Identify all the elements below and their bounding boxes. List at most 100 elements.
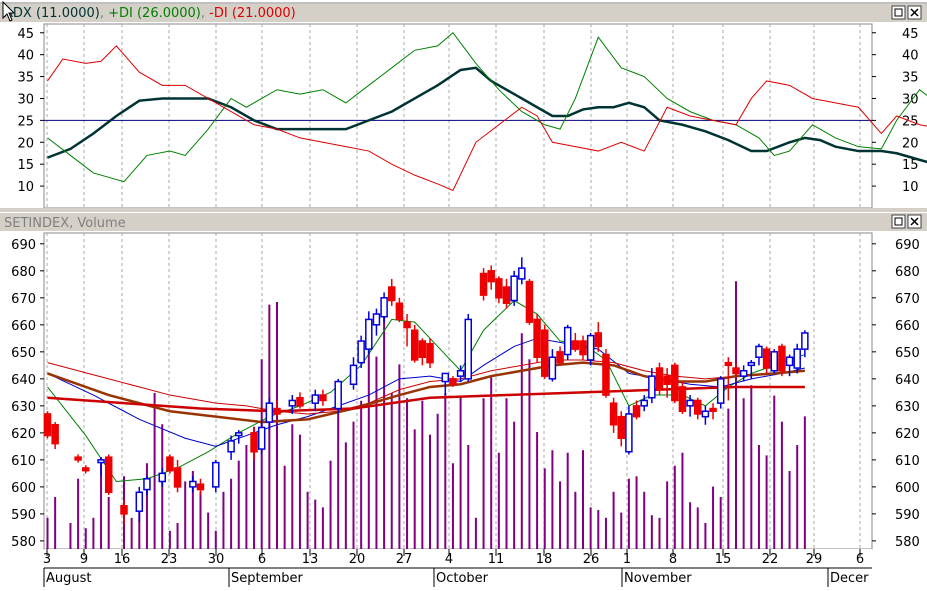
adx-ytick-label: 10 bbox=[17, 180, 34, 195]
candle-body bbox=[626, 414, 632, 452]
candle-body bbox=[297, 398, 303, 406]
price-ytick-label: 640 bbox=[11, 373, 36, 388]
price-ytick-label: 680 bbox=[11, 265, 36, 280]
adx-restore-button[interactable] bbox=[892, 6, 905, 19]
candle-body bbox=[519, 268, 525, 279]
month-label: August bbox=[46, 571, 92, 586]
price-ytick-label: 630 bbox=[11, 400, 36, 415]
candle-down bbox=[672, 363, 678, 404]
candle-body bbox=[725, 363, 731, 366]
candle-body bbox=[572, 341, 578, 349]
candle-body bbox=[228, 441, 234, 452]
month-label: September bbox=[231, 571, 304, 586]
candle-body bbox=[672, 365, 678, 400]
candle-body bbox=[526, 282, 532, 323]
candle-down bbox=[45, 411, 51, 438]
price-ytick-label: 610 bbox=[11, 454, 36, 469]
adx-ytick-label: 15 bbox=[17, 158, 34, 173]
candle-body bbox=[496, 279, 502, 298]
candle-up bbox=[588, 333, 594, 365]
candle-body bbox=[771, 352, 777, 371]
candle-body bbox=[488, 271, 494, 282]
candle-body bbox=[320, 395, 326, 400]
x-tick-label: 4 bbox=[445, 552, 453, 567]
x-tick-label: 9 bbox=[80, 552, 88, 567]
candle-body bbox=[779, 346, 785, 370]
candle-down bbox=[542, 325, 548, 379]
candle-up bbox=[465, 314, 471, 382]
adx-ytick-label-right: 25 bbox=[902, 114, 919, 129]
candle-body bbox=[565, 328, 571, 355]
candle-up bbox=[335, 379, 341, 414]
candle-body bbox=[289, 400, 295, 405]
price-ytick-label: 620 bbox=[11, 427, 36, 442]
candle-up bbox=[213, 460, 219, 492]
candle-body bbox=[389, 287, 395, 301]
candle-body bbox=[756, 346, 762, 357]
candle-body bbox=[748, 363, 754, 366]
candle-down bbox=[534, 314, 540, 363]
price-ytick-label-right: 620 bbox=[895, 427, 920, 442]
price-ytick-label-right: 630 bbox=[895, 400, 920, 415]
candle-down bbox=[657, 363, 663, 395]
candle-body bbox=[75, 457, 81, 460]
price-close-button[interactable] bbox=[908, 215, 921, 228]
candle-up bbox=[511, 271, 517, 306]
candle-body bbox=[580, 341, 586, 355]
panel-splitter[interactable] bbox=[0, 208, 927, 212]
price-ytick-label-right: 590 bbox=[895, 508, 920, 523]
adx-title-minusdi: -DI (21.0000) bbox=[209, 6, 296, 21]
x-tick-label: 22 bbox=[762, 552, 779, 567]
candle-body bbox=[251, 433, 257, 452]
candle-body bbox=[144, 479, 150, 490]
candle-body bbox=[45, 414, 51, 436]
candle-body bbox=[702, 411, 708, 416]
price-ytick-label-right: 580 bbox=[895, 535, 920, 550]
candle-body bbox=[412, 330, 418, 360]
price-ytick-label: 580 bbox=[11, 535, 36, 550]
candle-body bbox=[404, 322, 410, 327]
candle-body bbox=[427, 344, 433, 363]
adx-ytick-label-right: 35 bbox=[902, 71, 919, 86]
x-tick-label: 11 bbox=[488, 552, 505, 567]
candle-body bbox=[649, 376, 655, 398]
x-tick-label: 6 bbox=[258, 552, 266, 567]
candle-body bbox=[373, 314, 379, 325]
adx-ytick-label: 45 bbox=[17, 27, 34, 42]
candle-body bbox=[213, 463, 219, 487]
candle-up bbox=[771, 349, 777, 373]
candle-body bbox=[549, 357, 555, 379]
price-ytick-label: 590 bbox=[11, 508, 36, 523]
adx-ytick-label-right: 15 bbox=[902, 158, 919, 173]
x-tick-label: 27 bbox=[396, 552, 413, 567]
candle-body bbox=[741, 371, 747, 376]
candle-up bbox=[565, 325, 571, 360]
candle-down bbox=[526, 279, 532, 325]
candle-body bbox=[381, 298, 387, 317]
adx-ytick-label: 25 bbox=[17, 114, 34, 129]
price-ytick-label-right: 690 bbox=[895, 238, 920, 253]
candle-body bbox=[98, 460, 104, 463]
x-tick-label: 20 bbox=[349, 552, 366, 567]
candle-body bbox=[465, 319, 471, 378]
candle-body bbox=[718, 379, 724, 403]
candle-down bbox=[106, 454, 112, 495]
price-ytick-label-right: 660 bbox=[895, 319, 920, 334]
candle-body bbox=[481, 274, 487, 296]
price-ytick-label-right: 640 bbox=[895, 373, 920, 388]
adx-ytick-label-right: 20 bbox=[902, 136, 919, 151]
x-tick-label: 29 bbox=[806, 552, 823, 567]
candle-down bbox=[481, 268, 487, 300]
candle-body bbox=[198, 484, 204, 489]
candle-body bbox=[458, 371, 464, 376]
candle-body bbox=[664, 376, 670, 384]
adx-close-button[interactable] bbox=[908, 6, 921, 19]
candle-body bbox=[106, 457, 112, 492]
candle-body bbox=[236, 433, 242, 436]
adx-title: ADX (11.0000), +DI (26.0000), -DI (21.00… bbox=[4, 6, 296, 21]
price-ytick-label: 660 bbox=[11, 319, 36, 334]
candle-body bbox=[52, 425, 58, 444]
price-restore-button[interactable] bbox=[892, 215, 905, 228]
